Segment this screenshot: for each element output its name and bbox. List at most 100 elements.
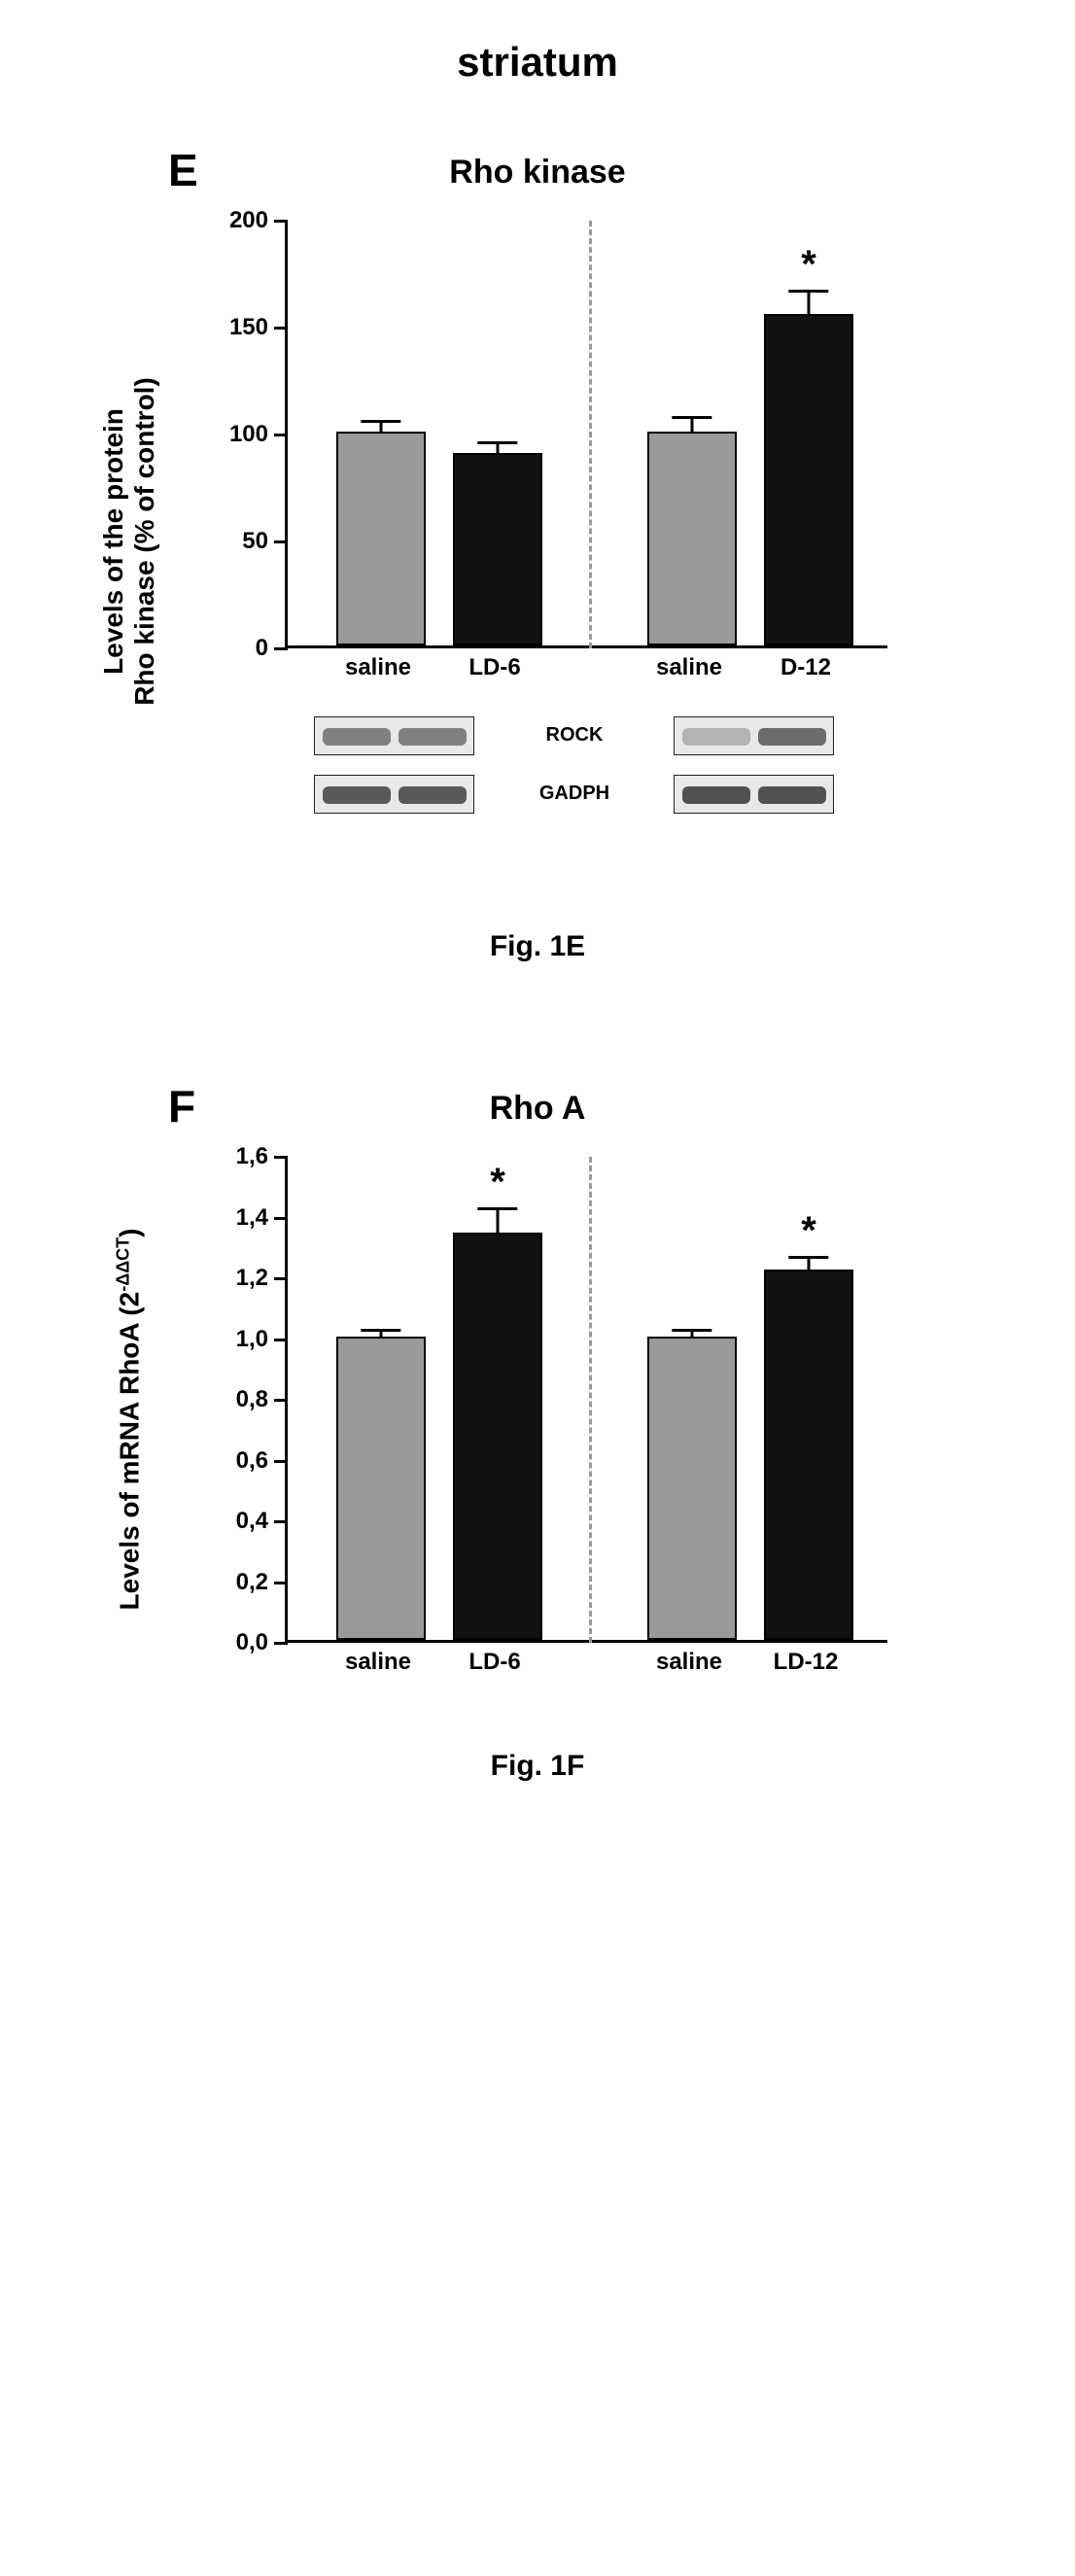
panel-letter-f: F — [168, 1080, 195, 1132]
blot-left-rock — [314, 716, 474, 755]
western-blot-band — [758, 786, 826, 804]
bar-fill — [453, 1233, 542, 1640]
bar-fill — [336, 1337, 426, 1641]
ytick — [274, 1399, 288, 1402]
xlabel: D-12 — [780, 654, 831, 681]
figure-e-block: E Rho kinase Levels of the protein Rho k… — [110, 144, 965, 963]
bar — [336, 432, 426, 645]
ylabel-f-super: -ΔΔCT — [113, 1237, 132, 1292]
xlabel: LD-12 — [774, 1649, 839, 1676]
chart-e-wrap: Levels of the protein Rho kinase (% of c… — [168, 221, 907, 862]
ytick — [274, 1156, 288, 1159]
bar-fill — [453, 453, 542, 645]
bar-fill — [647, 1337, 737, 1641]
chart-title-f: Rho A — [110, 1080, 965, 1128]
ylabel-f: Levels of mRNA RhoA (2-ΔΔCT) — [113, 1225, 145, 1614]
ytick-label: 1,6 — [210, 1143, 268, 1170]
group-divider — [589, 1157, 592, 1643]
ylabel-e-line1: Levels of the protein — [98, 408, 128, 675]
ytick — [274, 1277, 288, 1280]
xlabels-e: saline LD-6 saline D-12 — [285, 648, 887, 687]
error-cap — [361, 420, 400, 423]
ytick — [274, 1339, 288, 1341]
ytick-label: 50 — [210, 528, 268, 555]
ytick-label: 0,2 — [210, 1569, 268, 1596]
significance-star: * — [801, 1209, 816, 1253]
significance-star: * — [490, 1161, 505, 1204]
ylabel-f-line2: ) — [115, 1229, 145, 1237]
western-blot-band — [682, 728, 750, 746]
western-blot-band — [399, 728, 467, 746]
error-bar — [497, 1208, 500, 1233]
blot-left-gapdh — [314, 775, 474, 814]
xlabel: saline — [656, 1649, 722, 1676]
western-blot-band — [399, 786, 467, 804]
chart-title-e: Rho kinase — [110, 144, 965, 191]
xlabel: saline — [345, 654, 411, 681]
error-cap — [477, 1207, 517, 1210]
error-bar — [691, 417, 694, 432]
error-bar — [808, 291, 811, 314]
ytick — [274, 434, 288, 436]
ytick-label: 1,0 — [210, 1326, 268, 1353]
error-cap — [788, 290, 828, 293]
ytick — [274, 1460, 288, 1463]
ylabel-e: Levels of the protein Rho kinase (% of c… — [98, 347, 160, 736]
western-blot-band — [682, 786, 750, 804]
caption-e: Fig. 1E — [110, 930, 965, 963]
bar — [453, 453, 542, 645]
ytick — [274, 540, 288, 543]
error-cap — [361, 1329, 400, 1332]
ytick-label: 150 — [210, 314, 268, 341]
ytick — [274, 220, 288, 223]
plot-e: 050100150200* — [285, 221, 887, 648]
ytick — [274, 1217, 288, 1220]
error-cap — [672, 1329, 711, 1332]
ytick — [274, 327, 288, 330]
bar-fill — [647, 432, 737, 645]
xlabel: saline — [345, 1649, 411, 1676]
ytick-label: 0,0 — [210, 1629, 268, 1656]
western-blot-band — [758, 728, 826, 746]
chart-f-wrap: Levels of mRNA RhoA (2-ΔΔCT) 0,00,20,40,… — [168, 1157, 907, 1682]
bar-fill — [764, 1270, 853, 1640]
ytick-label: 0,8 — [210, 1386, 268, 1413]
error-cap — [788, 1256, 828, 1259]
bar: * — [764, 1270, 853, 1640]
xlabels-f: saline LD-6 saline LD-12 — [285, 1643, 887, 1682]
error-cap — [477, 441, 517, 444]
ytick-label: 200 — [210, 207, 268, 234]
bar — [336, 1337, 426, 1641]
ylabel-f-line1: Levels of mRNA RhoA (2 — [115, 1292, 145, 1611]
western-blot-band — [323, 728, 391, 746]
ytick — [274, 1520, 288, 1523]
ylabel-e-line2: Rho kinase (% of control) — [129, 347, 160, 736]
ytick-label: 100 — [210, 421, 268, 448]
xlabel: saline — [656, 654, 722, 681]
bar-fill — [764, 314, 853, 645]
bar — [647, 1337, 737, 1641]
ytick-label: 0 — [210, 635, 268, 662]
plot-f: 0,00,20,40,60,81,01,21,41,6** — [285, 1157, 887, 1643]
ytick-label: 1,4 — [210, 1204, 268, 1232]
page-title: striatum — [0, 39, 1075, 86]
blot-block: ROCK GADPH — [285, 716, 907, 862]
xlabel: LD-6 — [468, 1649, 520, 1676]
figure-f-block: F Rho A Levels of mRNA RhoA (2-ΔΔCT) 0,0… — [110, 1080, 965, 1783]
blot-label-rock: ROCK — [526, 724, 623, 747]
significance-star: * — [801, 243, 816, 287]
bar-fill — [336, 432, 426, 645]
blot-right-gapdh — [674, 775, 834, 814]
blot-label-gapdh: GADPH — [526, 783, 623, 805]
ytick-label: 0,4 — [210, 1508, 268, 1535]
group-divider — [589, 221, 592, 648]
bar — [647, 432, 737, 645]
bar: * — [764, 314, 853, 645]
blot-right-rock — [674, 716, 834, 755]
xlabel: LD-6 — [468, 654, 520, 681]
ytick-label: 0,6 — [210, 1447, 268, 1475]
western-blot-band — [323, 786, 391, 804]
panel-letter-e: E — [168, 144, 198, 196]
bar: * — [453, 1233, 542, 1640]
ytick-label: 1,2 — [210, 1265, 268, 1292]
